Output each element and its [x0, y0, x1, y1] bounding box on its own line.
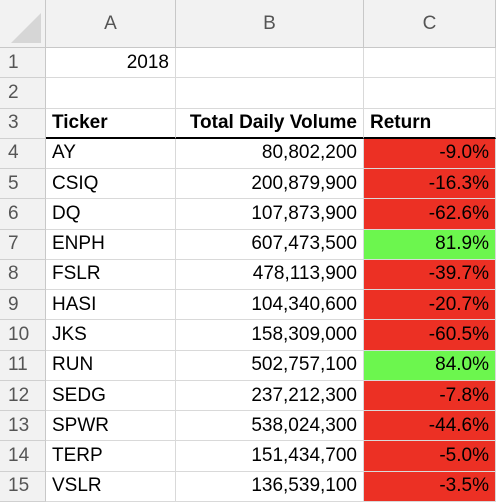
row-header-13[interactable]: 13 — [0, 411, 46, 442]
volume-cell[interactable]: 200,879,900 — [176, 169, 364, 200]
ticker-cell[interactable]: HASI — [46, 290, 176, 321]
cell-c1[interactable] — [364, 48, 496, 79]
cell-a1-year[interactable]: 2018 — [46, 48, 176, 79]
volume-cell[interactable]: 104,340,600 — [176, 290, 364, 321]
ticker-cell[interactable]: VSLR — [46, 471, 176, 502]
select-all-icon — [11, 13, 41, 43]
volume-cell[interactable]: 237,212,300 — [176, 380, 364, 412]
header-total-daily-volume[interactable]: Total Daily Volume — [176, 108, 364, 139]
volume-cell[interactable]: 158,309,000 — [176, 320, 364, 351]
column-header-a[interactable]: A — [46, 0, 176, 48]
cell-b2[interactable] — [176, 78, 364, 109]
volume-cell[interactable]: 107,873,900 — [176, 199, 364, 230]
ticker-cell[interactable]: CSIQ — [46, 169, 176, 200]
return-cell[interactable]: -44.6% — [364, 411, 496, 442]
ticker-cell[interactable]: TERP — [46, 441, 176, 472]
row-header-2[interactable]: 2 — [0, 78, 46, 109]
header-return[interactable]: Return — [364, 108, 496, 139]
column-header-b[interactable]: B — [176, 0, 364, 48]
return-cell[interactable]: -62.6% — [364, 199, 496, 230]
row-header-3[interactable]: 3 — [0, 108, 46, 139]
ticker-cell[interactable]: SPWR — [46, 411, 176, 442]
cell-a2[interactable] — [46, 78, 176, 109]
ticker-cell[interactable]: ENPH — [46, 229, 176, 260]
return-cell[interactable]: 81.9% — [364, 229, 496, 260]
return-cell[interactable]: -60.5% — [364, 320, 496, 351]
row-header-11[interactable]: 11 — [0, 350, 46, 381]
ticker-cell[interactable]: SEDG — [46, 380, 176, 412]
row-header-12[interactable]: 12 — [0, 380, 46, 412]
return-cell[interactable]: -20.7% — [364, 290, 496, 321]
row-header-1[interactable]: 1 — [0, 48, 46, 79]
column-header-c[interactable]: C — [364, 0, 496, 48]
return-cell[interactable]: 84.0% — [364, 350, 496, 381]
return-cell[interactable]: -39.7% — [364, 259, 496, 291]
cell-c2[interactable] — [364, 78, 496, 109]
row-header-10[interactable]: 10 — [0, 320, 46, 351]
volume-cell[interactable]: 538,024,300 — [176, 411, 364, 442]
return-cell[interactable]: -3.5% — [364, 471, 496, 502]
select-all-corner[interactable] — [0, 0, 46, 48]
volume-cell[interactable]: 136,539,100 — [176, 471, 364, 502]
return-cell[interactable]: -9.0% — [364, 138, 496, 170]
return-cell[interactable]: -16.3% — [364, 169, 496, 200]
row-header-8[interactable]: 8 — [0, 259, 46, 291]
ticker-cell[interactable]: DQ — [46, 199, 176, 230]
ticker-cell[interactable]: JKS — [46, 320, 176, 351]
ticker-cell[interactable]: FSLR — [46, 259, 176, 291]
row-header-6[interactable]: 6 — [0, 199, 46, 230]
row-header-4[interactable]: 4 — [0, 138, 46, 170]
volume-cell[interactable]: 80,802,200 — [176, 138, 364, 170]
volume-cell[interactable]: 607,473,500 — [176, 229, 364, 260]
volume-cell[interactable]: 151,434,700 — [176, 441, 364, 472]
row-header-15[interactable]: 15 — [0, 471, 46, 502]
volume-cell[interactable]: 502,757,100 — [176, 350, 364, 381]
row-header-9[interactable]: 9 — [0, 290, 46, 321]
return-cell[interactable]: -5.0% — [364, 441, 496, 472]
return-cell[interactable]: -7.8% — [364, 380, 496, 412]
header-ticker[interactable]: Ticker — [46, 108, 176, 139]
volume-cell[interactable]: 478,113,900 — [176, 259, 364, 291]
ticker-cell[interactable]: RUN — [46, 350, 176, 381]
ticker-cell[interactable]: AY — [46, 138, 176, 170]
row-header-7[interactable]: 7 — [0, 229, 46, 260]
row-header-14[interactable]: 14 — [0, 441, 46, 472]
cell-b1[interactable] — [176, 48, 364, 79]
row-header-5[interactable]: 5 — [0, 169, 46, 200]
